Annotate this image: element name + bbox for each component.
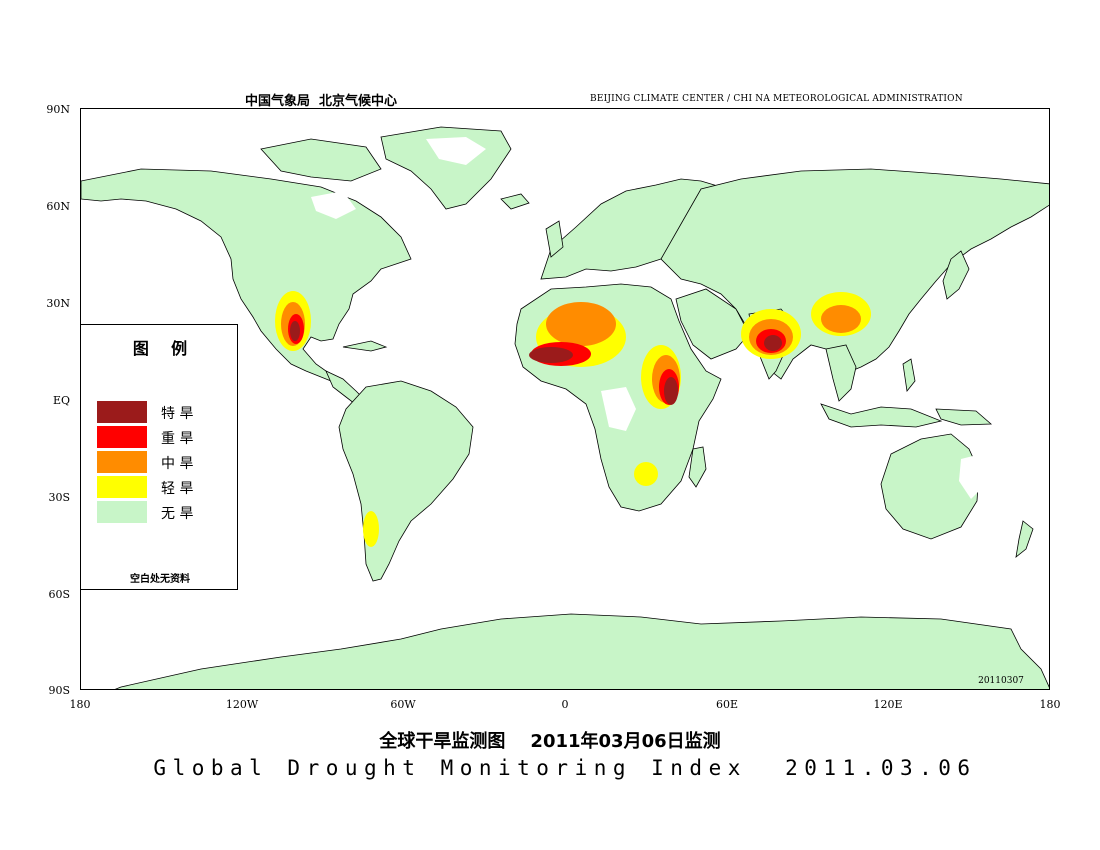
title-en: Global Drought Monitoring Index 2011.03.… (153, 756, 977, 780)
legend-note: 空白处无资料 (130, 574, 190, 585)
legend-title: 图 例 (132, 339, 188, 358)
lon-tick-60e: 60E (715, 698, 739, 711)
lat-tick-60s: 60S (48, 588, 70, 601)
no-data-greenland (426, 137, 486, 165)
legend: 图 例 特 旱 重 旱 中 旱 轻 旱 无 旱 空白处无资料 (80, 324, 238, 590)
drought-extreme-horn (664, 377, 678, 405)
drought-map: 20110307 (80, 108, 1050, 690)
land-iceland (500, 193, 530, 210)
drought-extreme-layer (290, 321, 782, 405)
legend-label-moderate: 中 旱 (161, 456, 194, 472)
header-en: BEIJING CLIMATE CENTER / CHI NA METEOROL… (590, 94, 963, 104)
land-indochina (825, 344, 857, 402)
legend-label-mild: 轻 旱 (161, 481, 194, 497)
no-data-australia-west (959, 454, 986, 499)
legend-swatch-none (97, 501, 147, 523)
no-data-layer (311, 137, 986, 499)
lat-tick-90s: 90S (48, 684, 70, 697)
land-south-america (338, 380, 474, 582)
legend-swatch-severe (97, 426, 147, 448)
drought-moderate-china (821, 305, 861, 333)
drought-mild-andes (363, 511, 379, 547)
land-madagascar (688, 446, 707, 488)
no-data-sahara-patch (601, 387, 636, 431)
land-philippines (902, 358, 916, 392)
drought-moderate-sahel (546, 302, 616, 346)
drought-extreme-india (764, 335, 782, 351)
legend-label-severe: 重 旱 (161, 431, 194, 447)
drought-mild-s-africa (634, 462, 658, 486)
header-cn: 中国气象局 北京气候中心 (245, 94, 398, 109)
lat-tick-30s: 30S (48, 491, 70, 504)
legend-label-none: 无 旱 (161, 506, 194, 522)
legend-swatch-mild (97, 476, 147, 498)
lon-tick-60w: 60W (390, 698, 416, 711)
lon-tick-120w: 120W (225, 698, 259, 711)
land-uk (545, 220, 564, 258)
lon-tick-180e: 180 (1039, 698, 1061, 711)
land-arctic-islands (260, 138, 382, 182)
world-map-canvas (81, 126, 1049, 689)
land-new-zealand (1015, 520, 1034, 558)
legend-swatch-moderate (97, 451, 147, 473)
land-indonesia (820, 403, 943, 428)
no-data-arctic-canada (311, 191, 356, 219)
land-arabia (675, 288, 750, 360)
legend-label-extreme: 特 旱 (161, 406, 194, 422)
drought-extreme-sahel (529, 347, 573, 363)
title-cn: 全球干旱监测图 2011年03月06日监测 (379, 731, 721, 752)
land-cuba (342, 340, 388, 352)
lon-tick-120e: 120E (873, 698, 903, 711)
land-australia (880, 433, 980, 540)
legend-swatch-extreme (97, 401, 147, 423)
land-japan (942, 250, 970, 300)
land-new-guinea (935, 408, 993, 426)
lon-tick-180w: 180 (69, 698, 91, 711)
land-antarctica (114, 613, 1049, 689)
land-north-america (81, 168, 412, 382)
date-code: 20110307 (978, 676, 1024, 686)
drought-extreme-mexico (290, 321, 300, 341)
lat-tick-30n: 30N (46, 297, 70, 310)
lat-tick-90n: 90N (46, 103, 70, 116)
lat-tick-60n: 60N (46, 200, 70, 213)
lat-tick-eq: EQ (52, 394, 70, 407)
lon-tick-0: 0 (561, 698, 569, 711)
